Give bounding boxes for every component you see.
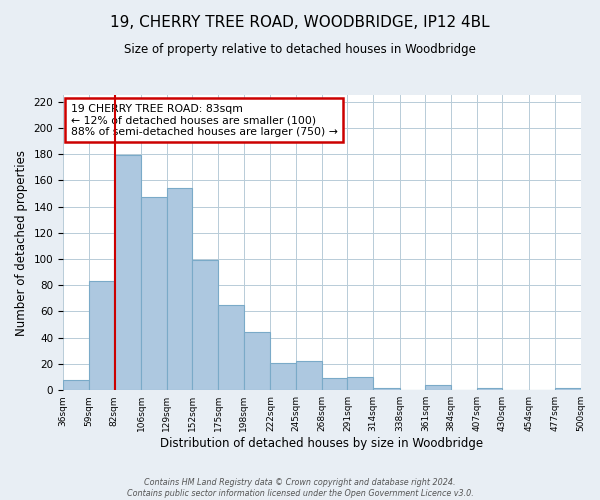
- Bar: [141, 198, 167, 390]
- Y-axis label: Number of detached properties: Number of detached properties: [15, 150, 28, 336]
- Bar: [296, 362, 322, 390]
- Bar: [373, 388, 400, 390]
- Bar: [425, 385, 451, 390]
- Text: 19, CHERRY TREE ROAD, WOODBRIDGE, IP12 4BL: 19, CHERRY TREE ROAD, WOODBRIDGE, IP12 4…: [110, 15, 490, 30]
- X-axis label: Distribution of detached houses by size in Woodbridge: Distribution of detached houses by size …: [160, 437, 484, 450]
- Bar: [347, 377, 373, 390]
- Bar: [271, 362, 296, 390]
- Bar: [218, 305, 244, 390]
- Bar: [89, 282, 115, 390]
- Text: Size of property relative to detached houses in Woodbridge: Size of property relative to detached ho…: [124, 42, 476, 56]
- Bar: [63, 380, 89, 390]
- Text: Contains HM Land Registry data © Crown copyright and database right 2024.
Contai: Contains HM Land Registry data © Crown c…: [127, 478, 473, 498]
- Bar: [115, 156, 141, 390]
- Text: 19 CHERRY TREE ROAD: 83sqm
← 12% of detached houses are smaller (100)
88% of sem: 19 CHERRY TREE ROAD: 83sqm ← 12% of deta…: [71, 104, 338, 137]
- Bar: [477, 388, 502, 390]
- Bar: [167, 188, 193, 390]
- Bar: [322, 378, 347, 390]
- Bar: [555, 388, 581, 390]
- Bar: [244, 332, 271, 390]
- Bar: [193, 260, 218, 390]
